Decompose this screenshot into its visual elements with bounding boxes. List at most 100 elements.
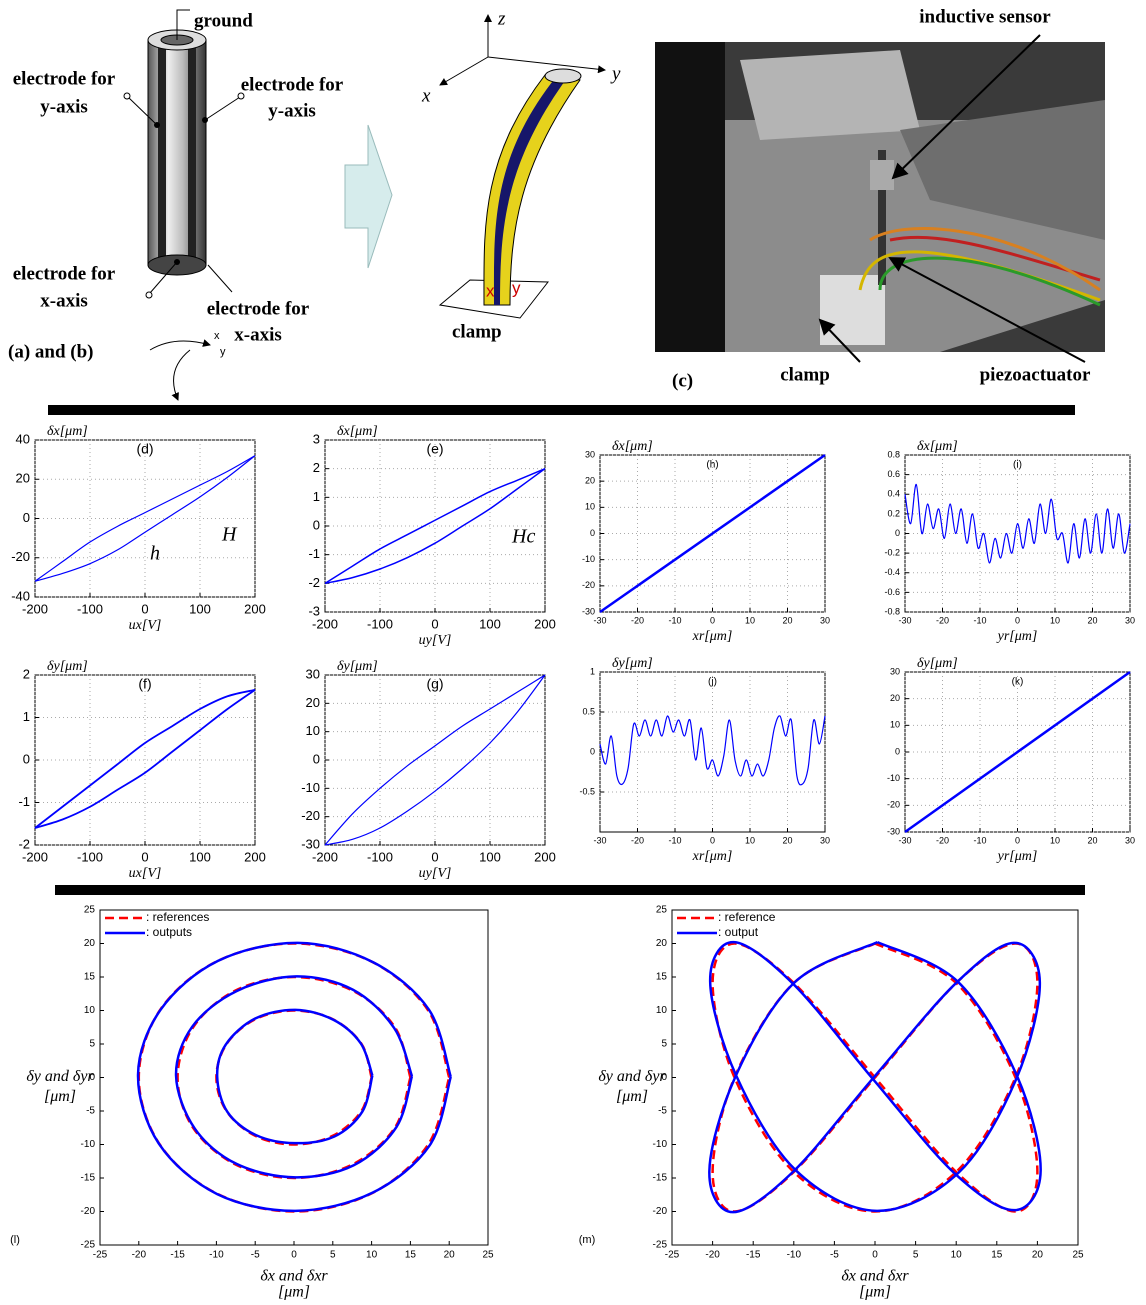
y-tick-label: 0.4 [887, 489, 900, 499]
x-tick-label: -5 [830, 1250, 839, 1261]
x-tick-label: -20 [132, 1250, 147, 1261]
x-axis-label: δx and δxr [841, 1268, 909, 1285]
data-line [324, 674, 546, 846]
y-tick-label: 20 [306, 695, 320, 710]
x-tick-label: -20 [705, 1250, 720, 1261]
y-axis-label: δy and δyr [26, 1068, 94, 1085]
x-tick-label: 0 [710, 835, 715, 845]
x-tick-label: 30 [1125, 835, 1135, 845]
panel-label: (k) [1012, 677, 1024, 688]
data-line [176, 975, 412, 1180]
y-tick-label: -1 [18, 794, 30, 809]
y-tick-label: -5 [86, 1106, 95, 1117]
y-tick-label: -10 [887, 773, 900, 783]
x-axis-label: xr[μm] [692, 629, 733, 644]
x-tick-label: -10 [973, 835, 986, 845]
x-tick-label: 0 [431, 849, 438, 864]
y-tick-label: 5 [661, 1039, 667, 1050]
x-tick-label: 100 [479, 616, 501, 631]
x-tick-label: 200 [244, 601, 266, 616]
x-axis-label: uy[V] [419, 633, 452, 648]
x-tick-label: 100 [189, 849, 211, 864]
x-axis-label: yr[μm] [996, 629, 1038, 644]
y-tick-label: -0.2 [884, 548, 900, 558]
y-tick-label: 0 [89, 1072, 95, 1083]
axis-letter: z [497, 8, 506, 29]
x-axis-label: yr[μm] [996, 849, 1038, 864]
x-tick-label: 25 [1072, 1250, 1084, 1261]
y-tick-label: 0 [895, 528, 900, 538]
data-line [599, 715, 826, 786]
data-line [136, 941, 452, 1213]
y-tick-label: -10 [653, 1139, 668, 1150]
x-tick-label: 20 [444, 1250, 456, 1261]
x-tick-label: 200 [534, 616, 556, 631]
label-clamp: clamp [452, 321, 502, 342]
x-tick-label: -30 [898, 615, 911, 625]
x-tick-label: -20 [936, 835, 949, 845]
axis-letter: y [220, 346, 226, 358]
y-tick-label: -30 [582, 606, 595, 616]
y-tick-label: 10 [306, 723, 320, 738]
data-line [174, 975, 414, 1179]
y-tick-label: -0.8 [884, 606, 900, 616]
y-axis-label: δx[μm] [612, 439, 653, 454]
electrode-mark: y [512, 278, 521, 297]
x-tick-label: 100 [479, 849, 501, 864]
separator [55, 885, 1085, 895]
data-line [215, 1008, 374, 1145]
data-line [34, 455, 256, 582]
x-tick-label: 200 [244, 849, 266, 864]
x-axis-label: ux[V] [129, 866, 162, 881]
x-tick-label: -10 [973, 615, 986, 625]
y-tick-label: 10 [585, 502, 595, 512]
x-tick-label: 0 [1015, 835, 1020, 845]
label-clamp: clamp [780, 364, 830, 385]
x-tick-label: 5 [330, 1250, 336, 1261]
legend-label: : reference [718, 910, 776, 924]
x-tick-label: 0 [710, 615, 715, 625]
y-tick-label: 0 [23, 510, 30, 525]
y-tick-label: 10 [656, 1005, 668, 1016]
x-tick-label: 200 [534, 849, 556, 864]
y-tick-label: -0.6 [884, 587, 900, 597]
x-tick-label: -30 [593, 615, 606, 625]
y-tick-label: 1 [313, 489, 320, 504]
y-tick-label: -1 [308, 546, 320, 561]
x-tick-label: -20 [631, 835, 644, 845]
y-tick-label: 0 [895, 746, 900, 756]
x-tick-label: 10 [745, 835, 755, 845]
data-line [708, 940, 1042, 1214]
y-axis-label: δy[μm] [47, 659, 88, 674]
data-line [324, 467, 546, 584]
y-tick-label: -15 [653, 1173, 668, 1184]
x-tick-label: -20 [936, 615, 949, 625]
panel-label: (e) [426, 441, 443, 457]
x-tick-label: -30 [898, 835, 911, 845]
y-tick-label: 30 [306, 666, 320, 681]
x-tick-label: 20 [782, 615, 792, 625]
panel-label: (a) and (b) [8, 341, 94, 362]
panel-label: (i) [1013, 460, 1022, 471]
panel-label: (g) [426, 676, 443, 692]
y-axis-label: δy and δyr [598, 1068, 666, 1085]
panel-label: (m) [579, 1234, 596, 1246]
y-tick-label: -10 [81, 1139, 96, 1150]
photo [655, 42, 1105, 352]
x-tick-label: -20 [631, 615, 644, 625]
x-tick-label: -10 [668, 835, 681, 845]
x-tick-label: -10 [787, 1250, 802, 1261]
y-axis-label: δx[μm] [917, 439, 958, 454]
annotation: H [221, 524, 238, 546]
panel-label: (d) [136, 441, 153, 457]
y-tick-label: 0.6 [887, 469, 900, 479]
x-tick-label: 0 [141, 849, 148, 864]
y-tick-label: 3 [313, 431, 320, 446]
y-tick-label: -3 [308, 603, 320, 618]
x-tick-label: -100 [367, 616, 393, 631]
x-tick-label: 15 [991, 1250, 1003, 1261]
label-electrode: electrode for [207, 298, 310, 319]
x-tick-label: -200 [312, 849, 338, 864]
separator [48, 405, 1075, 415]
